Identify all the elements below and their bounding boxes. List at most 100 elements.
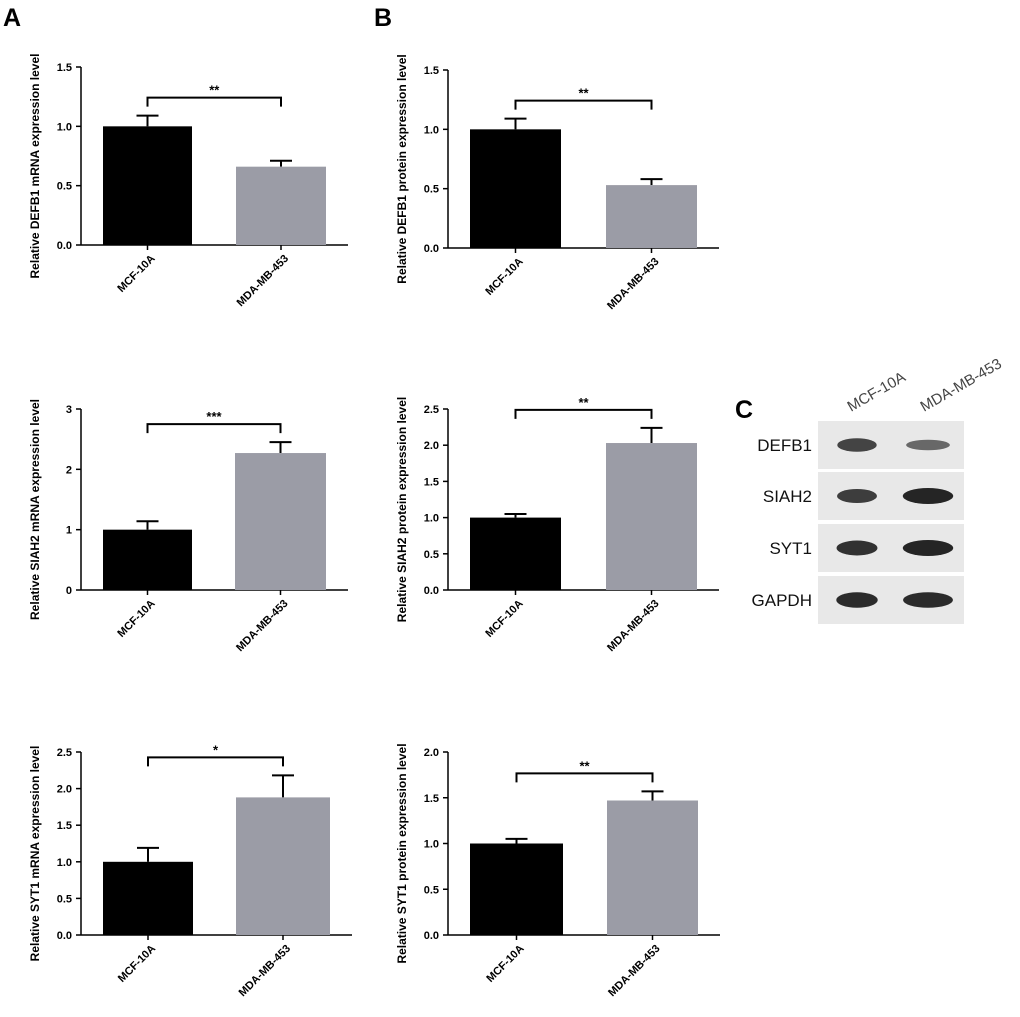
blot-row-label: DEFB1 [757,436,812,455]
x-tick-label: MDA-MB-453 [235,253,291,309]
bar-mda-mb-453 [235,453,326,590]
y-tick-label: 2.0 [424,747,439,759]
x-tick-label: MCF-10A [115,253,157,295]
chart-1: 0.0 0.5 1.0 1.5 Relative DEFB1 mRNA expressi… [28,54,348,309]
x-tick-label: MCF-10A [116,943,158,985]
bar-mcf-10a [470,517,561,590]
bar-mcf-10a [470,129,561,248]
panel-label-a: A [3,4,21,32]
significance-marker: ** [579,758,590,773]
y-tick-label: 1.0 [424,124,439,136]
y-tick-label: 1.5 [424,65,439,77]
bar-mda-mb-453 [606,185,697,248]
y-tick-label: 1.5 [57,820,72,832]
bar-mda-mb-453 [607,800,698,935]
y-tick-label: 0.0 [57,240,72,252]
x-tick-label: MDA-MB-453 [605,256,661,312]
y-tick-label: 1.0 [57,857,72,869]
blot-row-siah2: SIAH2 [763,472,964,520]
blot-band [836,592,878,608]
chart-5: 0.0 0.5 1.0 1.5 2.0 2.5 Relative SYT1 mRNA exp… [28,742,352,999]
chart-2: 0.0 0.5 1.0 1.5 Relative DEFB1 protein expre… [395,54,719,312]
significance-marker: ** [209,83,220,98]
significance-bracket [514,408,653,419]
bar-mcf-10a [470,843,563,935]
y-axis-title: Relative SIAH2 mRNA expression level [28,399,42,620]
y-axis-title: Relative SYT1 mRNA expression level [28,746,42,962]
blot-band [903,592,953,608]
y-tick-label: 1.0 [424,513,439,525]
x-tick-label: MDA-MB-453 [605,598,661,654]
x-tick-label: MCF-10A [483,256,525,298]
y-tick-label: 1.5 [424,793,439,805]
blot-row-label: SYT1 [769,539,812,558]
y-tick-label: 0.0 [424,930,439,942]
y-tick-label: 0.5 [424,549,439,561]
y-tick-label: 0.0 [424,585,439,597]
y-axis-title: Relative SIAH2 protein expression level [395,397,409,622]
y-tick-label: 1 [66,525,72,537]
blot-band [837,489,877,503]
significance-marker: ** [578,86,589,101]
y-tick-label: 0.0 [57,930,72,942]
significance-marker: * [213,742,219,757]
y-tick-label: 0.5 [424,184,439,196]
significance-marker: ** [578,395,589,410]
y-tick-label: 2.0 [57,784,72,796]
x-tick-label: MDA-MB-453 [237,943,293,999]
y-tick-label: 1.0 [57,121,72,133]
x-tick-label: MCF-10A [484,943,526,985]
x-tick-label: MDA-MB-453 [234,598,290,654]
x-tick-label: MDA-MB-453 [606,943,662,999]
blot-row-label: GAPDH [752,591,812,610]
blot-row-defb1: DEFB1 [757,421,964,469]
x-tick-label: MCF-10A [483,598,525,640]
bar-mcf-10a [103,529,192,590]
blot-band [906,439,950,451]
significance-marker: *** [206,409,222,424]
blot-band [902,488,954,504]
bar-mda-mb-453 [606,443,697,590]
y-axis-title: Relative SYT1 protein expression level [395,743,409,963]
blot-row-syt1: SYT1 [769,524,964,572]
bar-charts: 0.0 0.5 1.0 1.5 Relative DEFB1 mRNA expressi… [28,54,720,999]
significance-bracket [146,423,282,434]
y-tick-label: 2 [66,464,72,476]
blot-row-label: SIAH2 [763,487,812,506]
y-tick-label: 0 [66,585,72,597]
y-tick-label: 1.5 [424,476,439,488]
bar-mda-mb-453 [236,166,326,245]
lane-label: MCF-10A [845,369,909,416]
chart-4: 0.0 0.5 1.0 1.5 2.0 2.5 Relative SIAH2 protein… [395,395,719,654]
y-tick-label: 0.5 [57,893,72,905]
y-tick-label: 3 [66,404,72,416]
significance-bracket [147,756,284,767]
panel-label-b: B [374,4,392,32]
lane-label: MDA-MB-453 [918,355,1005,415]
blot-band [837,438,877,452]
y-tick-label: 2.0 [424,440,439,452]
y-tick-label: 1.5 [57,62,72,74]
x-tick-label: MCF-10A [115,598,157,640]
significance-bracket [146,96,282,107]
y-axis-title: Relative DEFB1 protein expression level [395,54,409,283]
y-tick-label: 0.5 [424,884,439,896]
bar-mda-mb-453 [236,797,330,935]
y-tick-label: 1.0 [424,839,439,851]
blot-band [902,540,954,556]
y-tick-label: 0.0 [424,243,439,255]
significance-bracket [514,99,653,110]
significance-bracket [515,772,654,783]
panel-label-c: C [735,396,753,424]
chart-3: 0 1 2 3 Relative SIAH2 mRNA expression level… [28,399,348,654]
bar-mcf-10a [103,126,192,245]
y-tick-label: 2.5 [424,404,439,416]
y-tick-label: 0.5 [57,181,72,193]
chart-6: 0.0 0.5 1.0 1.5 2.0 Relative SYT1 protein exp… [395,743,720,999]
blot-band [836,540,878,556]
y-tick-label: 2.5 [57,747,72,759]
bar-mcf-10a [103,861,193,935]
western-blot: MCF-10A MDA-MB-453 DEFB1 SIAH2 SYT1 GAPDH [752,355,1005,624]
blot-row-gapdh: GAPDH [752,576,964,624]
